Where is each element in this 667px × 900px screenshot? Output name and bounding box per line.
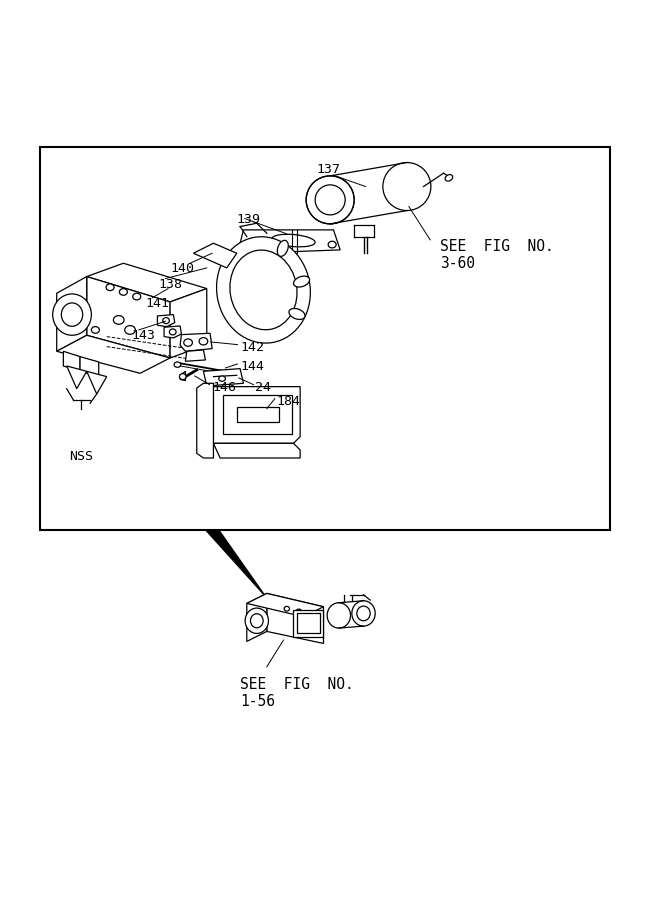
Polygon shape [67,366,87,389]
Polygon shape [197,383,213,458]
Polygon shape [193,243,237,268]
Polygon shape [267,593,323,644]
Ellipse shape [91,327,99,333]
Text: 138: 138 [158,278,182,291]
Text: 142: 142 [240,341,264,355]
Polygon shape [203,369,243,386]
Polygon shape [247,593,267,642]
Polygon shape [180,372,185,381]
Polygon shape [237,407,279,422]
Ellipse shape [106,284,114,291]
Text: SEE  FIG  NO.: SEE FIG NO. [240,678,354,692]
Ellipse shape [183,339,192,346]
Ellipse shape [250,614,263,628]
Ellipse shape [163,318,169,324]
Polygon shape [213,387,300,444]
Polygon shape [205,531,272,605]
Ellipse shape [289,309,305,320]
Text: 184: 184 [277,395,301,408]
Ellipse shape [293,276,309,287]
Text: NSS: NSS [69,450,93,464]
Polygon shape [185,350,205,361]
Ellipse shape [327,603,351,628]
Text: 24: 24 [255,381,271,394]
Ellipse shape [179,374,186,380]
Ellipse shape [352,600,376,626]
Polygon shape [157,315,175,327]
Polygon shape [180,333,212,351]
Ellipse shape [272,234,315,247]
Polygon shape [223,395,292,434]
Text: 146: 146 [212,381,236,394]
Ellipse shape [113,316,124,324]
Polygon shape [87,276,170,358]
Bar [40,147,610,530]
Ellipse shape [277,240,288,256]
Text: 1-56: 1-56 [240,694,275,709]
Text: 137: 137 [317,164,341,176]
Ellipse shape [248,238,256,245]
Polygon shape [293,610,323,637]
Ellipse shape [199,338,208,345]
Ellipse shape [61,303,83,327]
Text: 143: 143 [131,328,155,342]
Polygon shape [240,230,340,253]
Polygon shape [164,326,181,338]
Ellipse shape [296,609,301,614]
Polygon shape [87,263,207,302]
Polygon shape [57,336,170,374]
Polygon shape [63,351,80,372]
Text: 141: 141 [145,297,169,310]
Polygon shape [87,372,107,394]
Text: 140: 140 [170,262,194,275]
Ellipse shape [445,175,453,181]
Polygon shape [297,614,320,634]
Ellipse shape [217,237,310,343]
Ellipse shape [306,176,354,224]
Text: SEE  FIG  NO.: SEE FIG NO. [440,239,554,254]
Ellipse shape [284,607,289,611]
Text: 144: 144 [240,360,264,373]
Ellipse shape [119,289,127,295]
Polygon shape [80,356,99,376]
Ellipse shape [125,326,135,334]
Ellipse shape [53,294,91,336]
Ellipse shape [357,606,370,621]
Ellipse shape [219,376,225,382]
Polygon shape [57,276,87,351]
Ellipse shape [328,241,336,248]
Polygon shape [213,444,300,458]
Ellipse shape [133,293,141,300]
Polygon shape [247,593,323,616]
Text: 3-60: 3-60 [440,256,475,271]
Ellipse shape [245,608,268,634]
Ellipse shape [169,328,176,335]
Polygon shape [170,289,207,358]
Ellipse shape [230,250,297,329]
Text: 139: 139 [237,213,261,227]
Ellipse shape [174,362,181,367]
